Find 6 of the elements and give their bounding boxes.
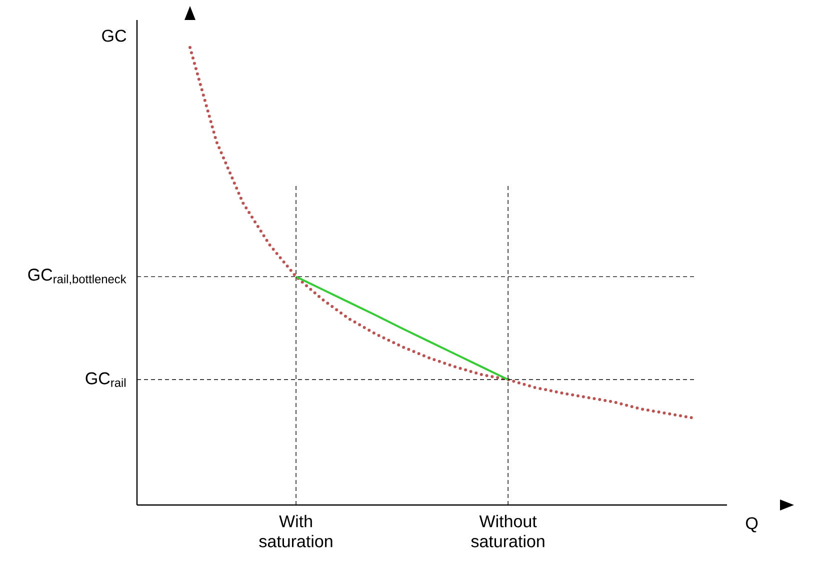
ref-line-label: $\text{GC}_{\text{rail}}$ — [86, 372, 126, 387]
x-tick-label: Without saturation — [471, 514, 544, 548]
y-axis-title: GC — [102, 30, 126, 42]
x-tick-label: With saturation — [259, 514, 332, 548]
ref-line-label: $\text{GC}_{\text{rail,bottleneck}}$ — [28, 268, 126, 285]
x-axis-title: Q — [746, 517, 758, 532]
